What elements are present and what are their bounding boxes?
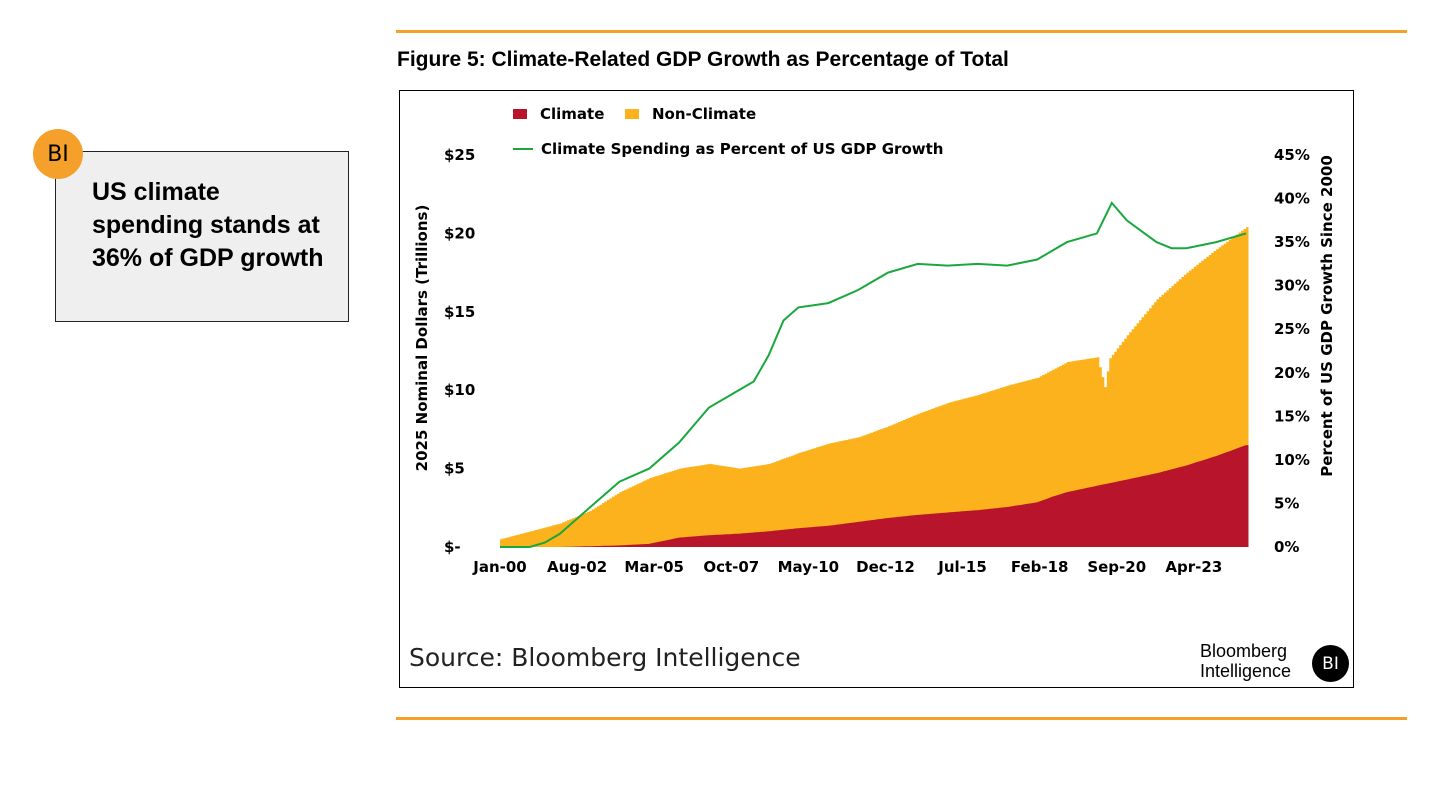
- legend-non-climate-label: Non-Climate: [652, 105, 756, 123]
- y-tick-label: $20: [444, 224, 475, 242]
- legend-climate-label: Climate: [540, 105, 604, 123]
- y2-tick-label: 45%: [1274, 146, 1310, 164]
- y2-tick-label: 0%: [1274, 538, 1299, 556]
- chart-frame: $- $5 $10 $15 $20 $25 0% 5% 10% 15% 20% 25% 30% 35% 40…: [399, 90, 1354, 688]
- y2-tick-label: 25%: [1274, 320, 1310, 338]
- climate-percent-line: [500, 201, 1247, 548]
- source-text: Source: Bloomberg Intelligence: [409, 643, 801, 672]
- x-tick-label: Feb-18: [1011, 558, 1069, 576]
- x-tick-label: Jan-00: [472, 558, 526, 576]
- y-tick-label: $25: [444, 146, 475, 164]
- brand-logo-text: Bloomberg Intelligence: [1200, 641, 1291, 681]
- x-tick-label: Dec-12: [856, 558, 915, 576]
- callout-box: US climate spending stands at 36% of GDP…: [55, 151, 349, 322]
- callout-text: US climate spending stands at 36% of GDP…: [92, 178, 324, 272]
- top-accent-rule: [396, 30, 1407, 33]
- brand-line-1: Bloomberg: [1200, 641, 1288, 661]
- y2-tick-label: 30%: [1274, 277, 1310, 295]
- x-tick-label: May-10: [778, 558, 839, 576]
- bi-badge-icon: BI: [33, 129, 83, 179]
- brand-badge-icon: BI: [1312, 645, 1349, 682]
- y2-axis-title: Percent of US GDP Growth Since 2000: [1318, 155, 1336, 477]
- y-tick-label: $5: [444, 460, 465, 478]
- x-tick-label: Oct-07: [703, 558, 759, 576]
- y-tick-label: $15: [444, 303, 475, 321]
- chart-svg: $- $5 $10 $15 $20 $25 0% 5% 10% 15% 20% 25% 30% 35% 40…: [413, 105, 1336, 576]
- y-tick-label: $-: [444, 538, 461, 556]
- y2-tick-label: 10%: [1274, 451, 1310, 469]
- legend-climate-swatch: [513, 109, 527, 119]
- brand-line-2: Intelligence: [1200, 661, 1292, 681]
- non-climate-area: [500, 227, 1249, 547]
- bottom-accent-rule: [396, 717, 1407, 720]
- x-tick-label: Sep-20: [1087, 558, 1146, 576]
- y2-tick-label: 35%: [1274, 233, 1310, 251]
- x-tick-label: Apr-23: [1165, 558, 1222, 576]
- legend-line-label: Climate Spending as Percent of US GDP Gr…: [541, 140, 943, 158]
- x-tick-label: Mar-05: [624, 558, 684, 576]
- figure-title: Figure 5: Climate-Related GDP Growth as …: [397, 48, 1009, 71]
- x-tick-label: Aug-02: [547, 558, 607, 576]
- climate-area: [500, 445, 1249, 547]
- y-axis-title: 2025 Nominal Dollars (Trillions): [413, 205, 431, 472]
- legend-non-climate-swatch: [625, 109, 639, 119]
- y2-tick-label: 40%: [1274, 190, 1310, 208]
- y-tick-label: $10: [444, 381, 475, 399]
- y2-tick-label: 20%: [1274, 364, 1310, 382]
- x-tick-label: Jul-15: [937, 558, 987, 576]
- y2-tick-label: 5%: [1274, 494, 1299, 512]
- y2-tick-label: 15%: [1274, 407, 1310, 425]
